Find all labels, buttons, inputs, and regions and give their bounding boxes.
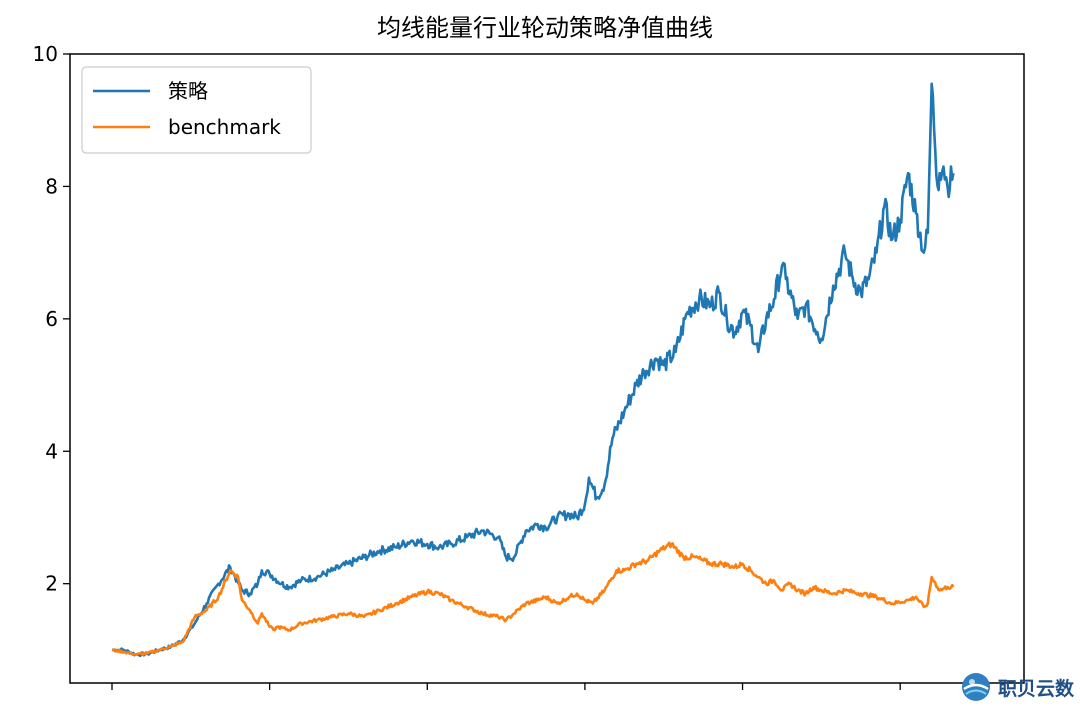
x-axis: [111, 683, 901, 690]
y-tick-label: 8: [45, 174, 58, 198]
legend: 策略 benchmark: [81, 66, 312, 154]
legend-box: [81, 66, 312, 154]
y-tick-label: 2: [45, 572, 58, 596]
plot-area: [111, 82, 955, 658]
y-tick-label: 10: [33, 42, 58, 66]
watermark-text: 职贝云数: [997, 677, 1074, 700]
plot-frame: [69, 53, 1025, 684]
legend-label-strategy: 策略: [168, 79, 208, 103]
chart-title: 均线能量行业轮动策略净值曲线: [377, 14, 713, 42]
watermark: 职贝云数: [960, 671, 1074, 703]
series-line-strategy: [111, 82, 955, 658]
legend-label-benchmark: benchmark: [168, 115, 281, 139]
y-tick-label: 4: [45, 439, 58, 463]
y-axis: 2 4 6 8 10: [33, 42, 70, 596]
y-tick-label: 6: [45, 307, 58, 331]
globe-logo-icon: [961, 673, 990, 701]
series-line-benchmark: [111, 541, 955, 656]
